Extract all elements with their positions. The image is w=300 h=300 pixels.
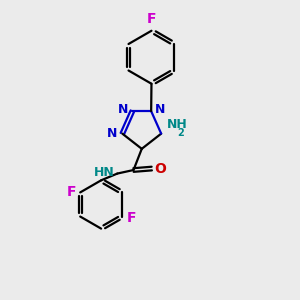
Text: HN: HN <box>94 166 115 179</box>
Text: O: O <box>154 161 166 176</box>
Text: 2: 2 <box>177 128 184 138</box>
Text: N: N <box>118 103 128 116</box>
Text: N: N <box>155 103 166 116</box>
Text: F: F <box>147 12 156 26</box>
Text: F: F <box>66 185 76 200</box>
Text: N: N <box>107 127 118 140</box>
Text: NH: NH <box>167 118 187 131</box>
Text: F: F <box>126 211 136 225</box>
